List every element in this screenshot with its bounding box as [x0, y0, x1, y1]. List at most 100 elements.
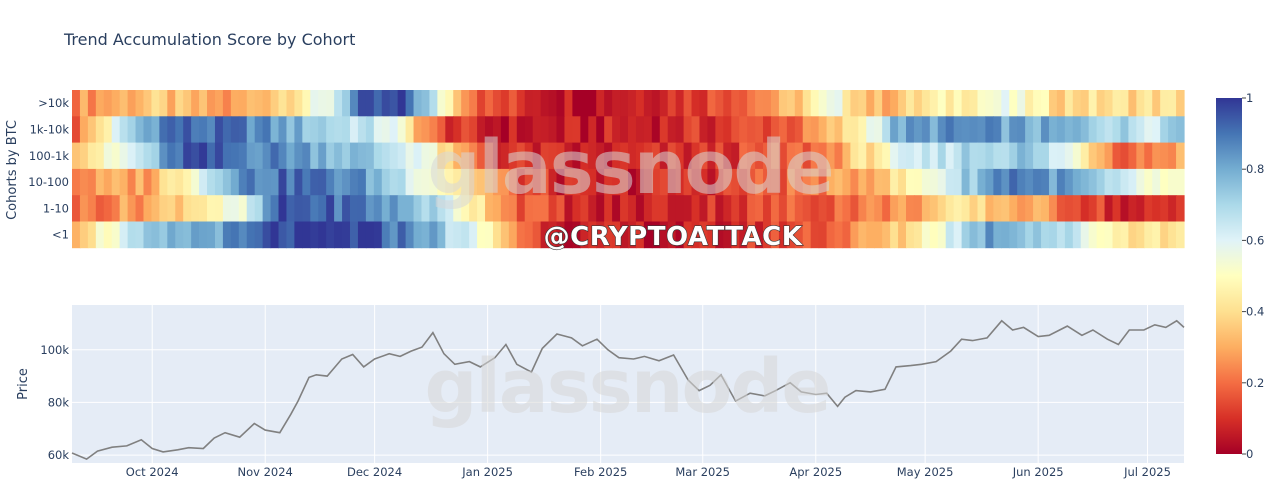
heatmap-cell: [890, 195, 899, 222]
heatmap-cell: [588, 195, 597, 222]
heatmap-cell: [175, 90, 184, 117]
heatmap-cell: [659, 142, 669, 170]
heatmap-cell: [485, 90, 494, 117]
heatmap-cell: [246, 142, 256, 170]
heatmap-cell: [763, 142, 772, 170]
heatmap-cell: [429, 195, 438, 222]
heatmap-cell: [961, 221, 971, 249]
heatmap-cell: [929, 221, 939, 249]
heatmap-cell: [1017, 168, 1026, 196]
heatmap-cell: [977, 168, 987, 196]
heatmap-cell: [524, 90, 534, 117]
heatmap-cell: [508, 195, 518, 222]
heatmap-cell: [628, 195, 637, 222]
heatmap-cell: [929, 90, 939, 117]
heatmap-cell: [572, 116, 581, 143]
heatmap-cell: [342, 90, 351, 117]
heatmap-cell: [651, 221, 661, 249]
heatmap-cell: [516, 142, 526, 170]
heatmap-cell: [1033, 90, 1042, 117]
heatmap-cell: [1096, 116, 1106, 143]
heatmap-cell: [175, 195, 184, 222]
heatmap-cell: [119, 90, 129, 117]
heatmap-cell: [437, 221, 446, 249]
heatmap-cell: [747, 90, 756, 117]
heatmap-cell: [310, 221, 319, 249]
heatmap-cell: [977, 195, 987, 222]
heatmap-cell: [167, 221, 176, 249]
heatmap-cell: [1176, 168, 1185, 196]
heatmap-cell: [365, 221, 375, 249]
heatmap-cell: [326, 90, 335, 117]
heatmap-cell: [874, 142, 883, 170]
heatmap-cell: [1104, 168, 1114, 196]
heatmap-cell: [850, 168, 859, 196]
heatmap-cell: [373, 142, 383, 170]
heatmap-cell: [906, 221, 915, 249]
heatmap-cell: [326, 195, 335, 222]
heatmap-cell: [850, 116, 859, 143]
heatmap-cell: [1176, 142, 1185, 170]
heatmap-cell: [103, 195, 113, 222]
heatmap-cell: [373, 168, 383, 196]
heatmap-cell: [1104, 195, 1114, 222]
heatmap-cell: [945, 90, 955, 117]
heatmap-cell: [842, 195, 851, 222]
heatmap-row-label: 10-100: [28, 175, 69, 189]
heatmap-cell: [548, 168, 558, 196]
heatmap-cell: [643, 116, 653, 143]
heatmap-cell: [342, 195, 351, 222]
heatmap-cell: [961, 142, 971, 170]
heatmap-cell: [95, 90, 105, 117]
heatmap-cell: [635, 90, 645, 117]
heatmap-cell: [151, 90, 160, 117]
heatmap-cell: [72, 195, 81, 222]
heatmap-cell: [1025, 142, 1034, 170]
colorbar-tick-label: 0: [1246, 447, 1253, 461]
heatmap-cell: [580, 195, 589, 222]
heatmap-cell: [95, 195, 105, 222]
heatmap-cell: [596, 168, 605, 196]
heatmap-cell: [1088, 142, 1098, 170]
heatmap-cell: [898, 195, 907, 222]
heatmap-cell: [230, 221, 240, 249]
heatmap-cell: [294, 142, 303, 170]
heatmap-cell: [588, 90, 597, 117]
heatmap-cell: [429, 90, 438, 117]
heatmap-cell: [723, 168, 732, 196]
heatmap-cell: [357, 90, 367, 117]
heatmap-cell: [802, 168, 812, 196]
heatmap-cell: [818, 221, 828, 249]
heatmap-cell: [1160, 168, 1169, 196]
heatmap-cell: [183, 195, 192, 222]
heatmap-cell: [913, 168, 923, 196]
heatmap-cell: [953, 168, 963, 196]
heatmap-cell: [540, 221, 550, 249]
heatmap-cell: [318, 90, 327, 117]
heatmap-cell: [87, 168, 97, 196]
heatmap-cell: [532, 195, 542, 222]
heatmap-cell: [302, 116, 311, 143]
heatmap-cell: [707, 116, 716, 143]
heatmap-cell: [278, 116, 288, 143]
heatmap-cell: [302, 221, 311, 249]
heatmap-cell: [342, 168, 351, 196]
colorbar-tick-label: 1: [1246, 91, 1253, 105]
heatmap-cell: [794, 116, 804, 143]
heatmap-cell: [1041, 90, 1050, 117]
heatmap-cell: [334, 168, 343, 196]
heatmap-cell: [79, 90, 89, 117]
heatmap-cell: [492, 142, 502, 170]
heatmap-cell: [683, 221, 693, 249]
heatmap-cell: [103, 116, 113, 143]
heatmap-cell: [508, 221, 518, 249]
heatmap-cell: [1096, 168, 1106, 196]
heatmap-cell: [850, 90, 859, 117]
heatmap-cell: [715, 168, 724, 196]
heatmap-cell: [1033, 221, 1042, 249]
heatmap-cell: [572, 221, 581, 249]
heatmap-cell: [222, 195, 232, 222]
heatmap-cell: [1001, 221, 1010, 249]
heatmap-cell: [612, 116, 621, 143]
heatmap-cell: [72, 168, 81, 196]
